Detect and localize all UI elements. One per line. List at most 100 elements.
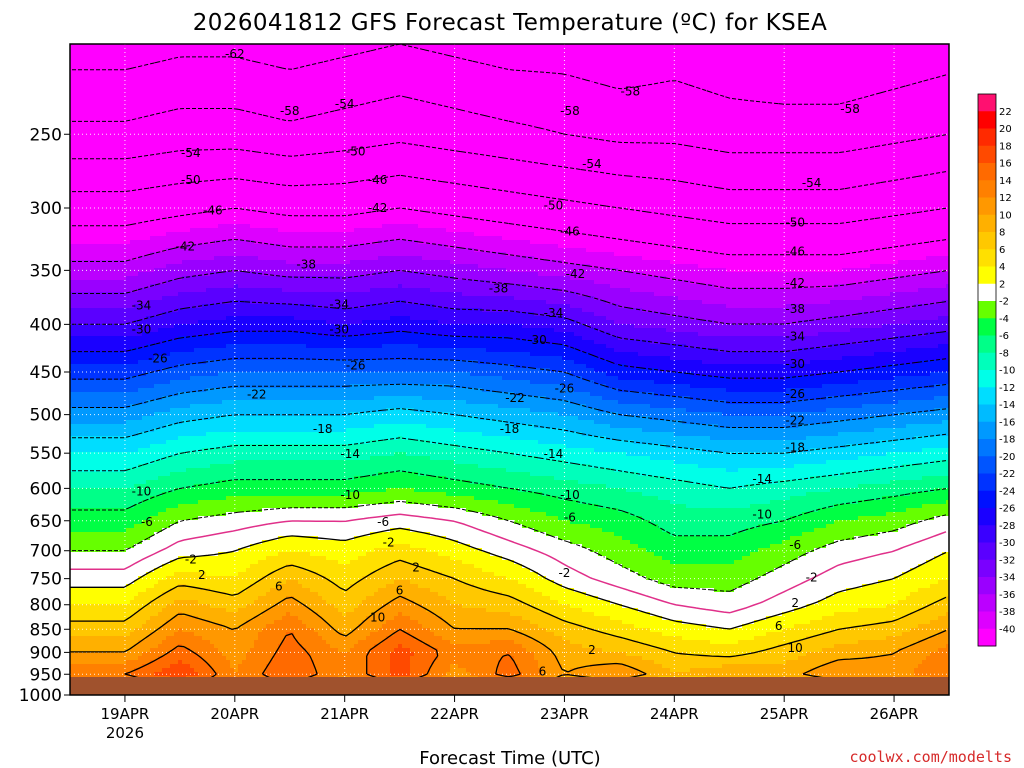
colorbar-label: -26 — [999, 504, 1015, 515]
colorbar-label: 2 — [999, 279, 1005, 290]
contour-line — [70, 470, 947, 537]
contour-label: -50 — [346, 145, 366, 159]
contour-label: -6 — [564, 511, 576, 525]
colorbar-swatch — [978, 559, 996, 578]
contour-line — [70, 383, 947, 428]
x-tick-label: 21APR — [320, 705, 369, 723]
contour-label: -62 — [225, 47, 245, 61]
colorbar-swatch — [978, 577, 996, 595]
contour-label: -50 — [181, 173, 201, 187]
y-tick-label: 800 — [30, 596, 62, 616]
colorbar-swatch — [978, 508, 996, 526]
temperature-field — [70, 44, 949, 695]
colorbar-swatch — [978, 128, 996, 147]
colorbar-swatch — [978, 266, 996, 285]
contour-label: -30 — [785, 357, 805, 371]
contour-label: 2 — [412, 561, 420, 575]
y-tick-label: 650 — [30, 512, 62, 532]
contour-line — [70, 408, 947, 454]
grid-lines — [70, 44, 949, 695]
contour-label: -14 — [340, 447, 360, 461]
colorbar-label: 12 — [999, 193, 1012, 204]
y-tick-label: 1000 — [19, 686, 62, 706]
y-tick-label: 950 — [30, 665, 62, 685]
contour-label: -46 — [368, 173, 388, 187]
colorbar-label: -18 — [999, 435, 1015, 446]
y-tick-label: 700 — [30, 542, 62, 562]
colorbar-label: 6 — [999, 245, 1005, 256]
colorbar-swatch — [978, 283, 996, 302]
contour-label: -54 — [802, 176, 822, 190]
contour-label: -6 — [789, 538, 801, 552]
contour-label: 6 — [396, 583, 404, 597]
contour-label: 2 — [791, 596, 799, 610]
x-tick-label: 26APR — [870, 705, 919, 723]
colorbar-label: 4 — [999, 262, 1005, 273]
colorbar-swatch — [978, 628, 996, 647]
colorbar-swatch — [978, 421, 996, 440]
colorbar-swatch — [978, 214, 996, 233]
colorbar-label: 14 — [999, 176, 1012, 187]
contour-label: -22 — [785, 413, 805, 427]
contour-label: 6 — [539, 665, 547, 679]
colorbar: 22 20 18 16 14 12 10 8 6 4 2 -2 -4 -6 -8 -10 -12 -14 -16 -1… — [977, 93, 1015, 647]
contour-label: -58 — [840, 102, 860, 116]
colorbar-swatch — [978, 473, 996, 492]
contour-line — [70, 437, 947, 489]
ground-surface — [70, 677, 949, 695]
contour-label: -42 — [368, 201, 388, 215]
colorbar-swatch — [978, 525, 996, 543]
colorbar-label: 8 — [999, 228, 1005, 239]
contour-label: -38 — [489, 281, 509, 295]
contour-label: -34 — [785, 329, 805, 343]
contour-label: -26 — [346, 359, 366, 373]
contour-label: -10 — [560, 488, 580, 502]
colorbar-label: -30 — [999, 538, 1015, 549]
colorbar-label: -12 — [999, 383, 1015, 394]
contour-label: -18 — [785, 440, 805, 454]
colorbar-label: -14 — [999, 400, 1015, 411]
contour-label: -2 — [558, 566, 570, 580]
contour-label: -2 — [185, 552, 197, 566]
colorbar-swatch — [978, 387, 996, 405]
x-axis-label: Forecast Time (UTC) — [419, 748, 600, 768]
colorbar-label: 10 — [999, 210, 1012, 221]
contour-label: -42 — [785, 276, 805, 290]
colorbar-swatch — [978, 439, 996, 457]
contour-line — [70, 95, 947, 154]
contour-label: -6 — [141, 515, 153, 529]
contour-line — [70, 500, 947, 592]
contour-label: -26 — [148, 351, 168, 365]
contour-line — [70, 174, 947, 225]
colorbar-swatch — [978, 542, 996, 561]
x-tick-label: 24APR — [650, 705, 699, 723]
contour-label: -34 — [329, 298, 349, 312]
y-tick-label: 250 — [30, 125, 62, 145]
contour-label: -6 — [377, 515, 389, 529]
x-tick-sublabel: 2026 — [106, 724, 144, 742]
contour-line — [70, 357, 947, 403]
contour-label: -34 — [544, 306, 564, 320]
contour-label: -30 — [329, 322, 349, 336]
freezing-line — [70, 513, 947, 614]
contour-label: -22 — [247, 388, 267, 402]
chart-title: 2026041812 GFS Forecast Temperature (ºC)… — [193, 10, 827, 36]
y-tick-label: 900 — [30, 643, 62, 663]
contour-label: -58 — [280, 104, 300, 118]
x-tick-label: 22APR — [430, 705, 479, 723]
colorbar-label: -6 — [999, 331, 1009, 342]
colorbar-swatch — [978, 111, 996, 129]
y-tick-label: 350 — [30, 261, 62, 281]
contour-label: -10 — [752, 507, 772, 521]
contour-label: 6 — [775, 619, 783, 633]
colorbar-label: -20 — [999, 452, 1015, 463]
contour-label: -38 — [785, 302, 805, 316]
contour-label: -34 — [132, 299, 152, 313]
contour-label: -46 — [203, 204, 223, 218]
colorbar-label: 20 — [999, 124, 1012, 135]
contour-label: 10 — [788, 641, 803, 655]
contour-label: -58 — [560, 104, 580, 118]
colorbar-label: -4 — [999, 314, 1009, 325]
